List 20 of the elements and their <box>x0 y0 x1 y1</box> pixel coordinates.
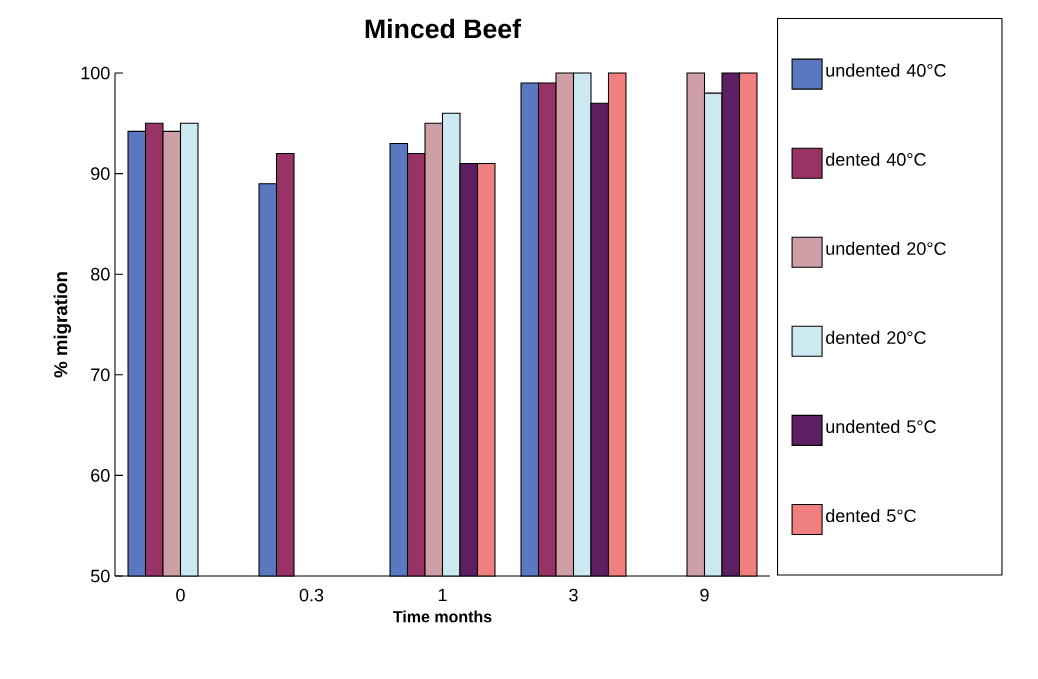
legend-label: undented 5°C <box>826 419 936 434</box>
legend-label: dented 20°C <box>826 330 926 344</box>
x-tick-label: 3 <box>569 588 578 602</box>
legend-label: dented 40°C <box>826 152 926 166</box>
y-axis-title: % migration <box>53 272 72 378</box>
y-tick-label: 70 <box>91 368 110 382</box>
x-tick-label: 9 <box>700 588 709 602</box>
x-axis-title: Time months <box>393 610 492 623</box>
y-tick-label: 100 <box>81 66 110 80</box>
x-tick-label: 0.3 <box>299 588 324 602</box>
x-tick-label: 1 <box>438 588 447 602</box>
legend-label: dented 5°C <box>826 508 916 523</box>
chart-title: Minced Beef <box>365 18 522 39</box>
y-tick-label: 50 <box>90 569 110 583</box>
y-tick-label: 60 <box>91 469 110 482</box>
x-tick-label: 0 <box>176 588 185 602</box>
legend-label: undented 40°C <box>826 63 946 77</box>
y-tick-label: 90 <box>91 167 110 180</box>
legend-label: undented 20°C <box>826 241 946 255</box>
y-tick-label: 80 <box>91 267 110 281</box>
